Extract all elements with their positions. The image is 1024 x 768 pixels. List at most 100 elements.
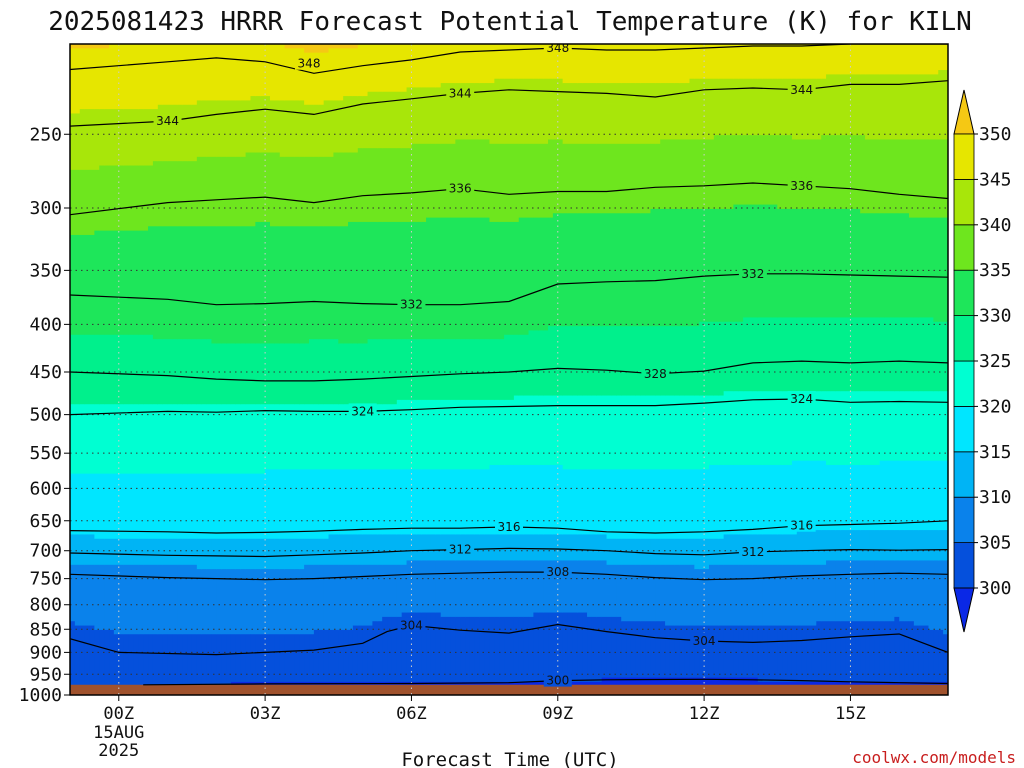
fill-band: [245, 44, 252, 102]
fill-band: [908, 460, 915, 531]
fill-band: [318, 226, 325, 340]
fill-band: [328, 44, 334, 49]
fill-band: [226, 100, 232, 158]
fill-band: [474, 616, 481, 683]
fill-band: [913, 44, 920, 75]
fill-band: [533, 44, 539, 80]
fill-band: [299, 343, 305, 405]
fill-band: [211, 634, 217, 687]
fill-band: [84, 334, 91, 405]
fill-band: [245, 634, 252, 683]
fill-band: [933, 560, 939, 631]
fill-band: [152, 109, 159, 162]
fill-band: [552, 326, 559, 397]
fill-band: [811, 44, 817, 80]
fill-band: [118, 230, 125, 336]
fill-band: [474, 399, 481, 470]
fill-band: [757, 204, 764, 319]
fill-band: [874, 621, 881, 683]
fill-band: [279, 538, 286, 570]
fill-band: [587, 534, 593, 562]
fill-band: [406, 534, 413, 562]
fill-band: [499, 399, 505, 466]
fill-band: [762, 625, 769, 683]
fill-band: [133, 334, 139, 405]
fill-band: [694, 44, 700, 80]
fill-band: [333, 44, 339, 49]
fill-band: [494, 560, 500, 618]
fill-band: [738, 564, 744, 627]
fill-band: [835, 317, 842, 392]
fill-band: [416, 44, 422, 88]
fill-band: [606, 469, 613, 540]
fill-band: [391, 564, 398, 618]
fill-band: [826, 74, 832, 136]
fill-band: [772, 534, 778, 566]
contour-label-bg: [787, 177, 816, 192]
fill-band: [928, 139, 934, 219]
fill-band: [494, 221, 500, 340]
fill-band: [752, 464, 759, 536]
fill-band: [587, 83, 593, 145]
fill-band: [299, 469, 305, 540]
fill-band: [674, 83, 681, 141]
fill-band: [294, 469, 300, 540]
fill-band: [74, 334, 81, 405]
fill-band: [777, 391, 783, 466]
fill-band: [338, 48, 344, 102]
fill-band: [426, 87, 432, 145]
fill-band: [123, 230, 130, 336]
fill-band: [611, 538, 617, 566]
fill-band: [796, 208, 803, 319]
fill-band: [109, 538, 115, 566]
fill-band: [552, 612, 559, 683]
fill-band: [748, 135, 754, 206]
fill-band: [513, 395, 520, 466]
fill-band: [869, 391, 876, 466]
fill-band: [860, 213, 866, 319]
fill-band: [665, 538, 671, 566]
fill-band: [660, 44, 666, 84]
contour-label: 304: [400, 618, 423, 632]
fill-band: [313, 538, 320, 566]
fill-band: [289, 226, 295, 345]
fill-band: [782, 78, 788, 136]
fill-band: [289, 156, 295, 227]
fill-band: [99, 109, 105, 167]
fill-band: [401, 399, 408, 470]
fill-band: [499, 464, 505, 536]
fill-band: [567, 395, 574, 470]
fill-band: [796, 78, 803, 141]
fill-band: [133, 44, 139, 110]
fill-band: [596, 534, 603, 562]
fill-band: [216, 569, 222, 635]
fill-band: [655, 469, 661, 540]
fill-band: [723, 321, 730, 392]
fill-band: [187, 44, 193, 106]
fill-band: [548, 139, 554, 219]
fill-band: [499, 143, 505, 223]
fill-band: [518, 334, 525, 397]
fill-band: [206, 44, 213, 102]
fill-band: [74, 113, 81, 171]
fill-band: [113, 404, 120, 475]
fill-band: [128, 473, 135, 540]
fill-band: [460, 217, 466, 340]
fill-band: [348, 404, 354, 470]
fill-band: [752, 44, 759, 80]
fill-band: [894, 317, 900, 392]
fill-band: [260, 538, 266, 570]
fill-band: [357, 404, 364, 470]
fill-band: [265, 404, 271, 470]
y-tick-label: 1000: [19, 685, 62, 706]
fill-band: [650, 538, 656, 566]
fill-band: [435, 534, 442, 562]
fill-band: [455, 83, 461, 141]
fill-band: [206, 538, 213, 570]
fill-band: [328, 564, 334, 631]
fill-band: [221, 44, 227, 102]
fill-band: [869, 621, 876, 683]
fill-band: [70, 473, 76, 536]
fill-band: [733, 464, 739, 536]
